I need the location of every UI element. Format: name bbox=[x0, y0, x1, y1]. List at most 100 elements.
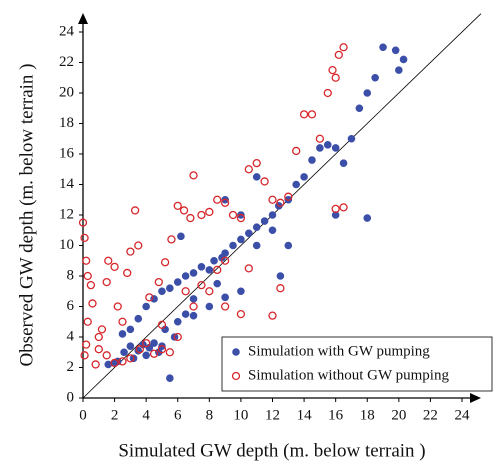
point bbox=[158, 287, 166, 296]
point bbox=[113, 302, 122, 311]
point bbox=[173, 332, 182, 342]
point bbox=[110, 262, 119, 272]
point bbox=[292, 146, 301, 156]
point bbox=[78, 218, 88, 227]
y-tick-label: 24 bbox=[59, 23, 75, 39]
y-tick-label: 18 bbox=[59, 115, 74, 131]
legend-label: Simulation without GW pumping bbox=[248, 367, 449, 383]
point bbox=[252, 223, 261, 231]
point bbox=[126, 247, 135, 256]
y-tick-label: 14 bbox=[59, 176, 75, 192]
point bbox=[197, 280, 206, 290]
point bbox=[86, 280, 96, 290]
point bbox=[82, 340, 91, 349]
point bbox=[173, 278, 182, 286]
y-tick-label: 2 bbox=[67, 359, 75, 375]
point bbox=[189, 269, 198, 277]
point bbox=[189, 302, 198, 311]
point bbox=[205, 287, 214, 296]
point bbox=[221, 249, 229, 257]
y-tick-label: 0 bbox=[67, 389, 75, 405]
point bbox=[371, 73, 379, 82]
y-tick-label: 4 bbox=[67, 328, 75, 344]
point bbox=[135, 345, 145, 354]
point bbox=[399, 55, 408, 64]
point bbox=[165, 348, 175, 357]
point bbox=[205, 207, 214, 217]
point bbox=[339, 203, 348, 212]
point bbox=[157, 345, 167, 354]
point bbox=[220, 302, 230, 311]
point bbox=[94, 332, 103, 342]
point bbox=[213, 265, 222, 275]
legend-marker bbox=[232, 348, 240, 356]
legend-box bbox=[221, 336, 493, 392]
point bbox=[328, 65, 337, 75]
point bbox=[160, 258, 170, 267]
point bbox=[323, 141, 332, 149]
x-tick-label: 2 bbox=[111, 407, 119, 423]
y-tick-label: 6 bbox=[67, 298, 75, 314]
point bbox=[181, 310, 190, 318]
x-tick-label: 16 bbox=[328, 407, 344, 423]
point bbox=[236, 213, 246, 223]
point bbox=[228, 210, 238, 220]
point bbox=[130, 206, 140, 215]
x-axis-title: Simulated GW depth (m. below terrain ) bbox=[118, 440, 425, 461]
point bbox=[331, 144, 340, 152]
point bbox=[268, 211, 277, 219]
point bbox=[331, 211, 340, 219]
point bbox=[189, 171, 198, 180]
point bbox=[80, 351, 89, 360]
point bbox=[260, 217, 269, 225]
x-tick-label: 12 bbox=[265, 407, 280, 423]
point bbox=[379, 43, 387, 52]
point bbox=[363, 89, 372, 97]
point bbox=[102, 277, 111, 287]
point bbox=[189, 311, 198, 320]
point bbox=[167, 235, 176, 244]
point bbox=[308, 156, 316, 164]
y-axis-title: Observed GW depth (m. below terrain ) bbox=[16, 63, 37, 366]
point bbox=[300, 173, 308, 181]
point bbox=[220, 198, 230, 207]
point bbox=[126, 325, 135, 334]
point bbox=[150, 295, 158, 303]
point bbox=[154, 277, 163, 287]
point bbox=[134, 314, 143, 323]
point bbox=[245, 229, 253, 238]
point bbox=[260, 177, 269, 186]
legend-label: Simulation with GW pumping bbox=[248, 343, 430, 359]
point bbox=[118, 330, 127, 338]
point bbox=[244, 264, 253, 273]
point bbox=[229, 241, 237, 250]
point bbox=[292, 180, 300, 189]
point bbox=[210, 256, 218, 265]
x-tick-label: 20 bbox=[391, 407, 406, 423]
point bbox=[197, 210, 206, 220]
point bbox=[97, 325, 107, 334]
point bbox=[221, 293, 229, 302]
point bbox=[307, 110, 317, 119]
x-tick-label: 18 bbox=[360, 407, 375, 423]
y-tick-label: 8 bbox=[67, 267, 75, 283]
point bbox=[391, 46, 400, 55]
point bbox=[276, 284, 285, 293]
point bbox=[142, 351, 150, 360]
point bbox=[334, 50, 343, 60]
point bbox=[173, 201, 182, 211]
point bbox=[157, 320, 167, 329]
point bbox=[284, 241, 293, 250]
point bbox=[197, 263, 206, 271]
point bbox=[316, 144, 324, 152]
point bbox=[205, 266, 214, 274]
point bbox=[205, 302, 214, 311]
point bbox=[134, 241, 143, 250]
point bbox=[173, 317, 182, 326]
point bbox=[276, 272, 285, 280]
point bbox=[88, 299, 97, 308]
point bbox=[91, 360, 100, 369]
point bbox=[268, 195, 277, 204]
